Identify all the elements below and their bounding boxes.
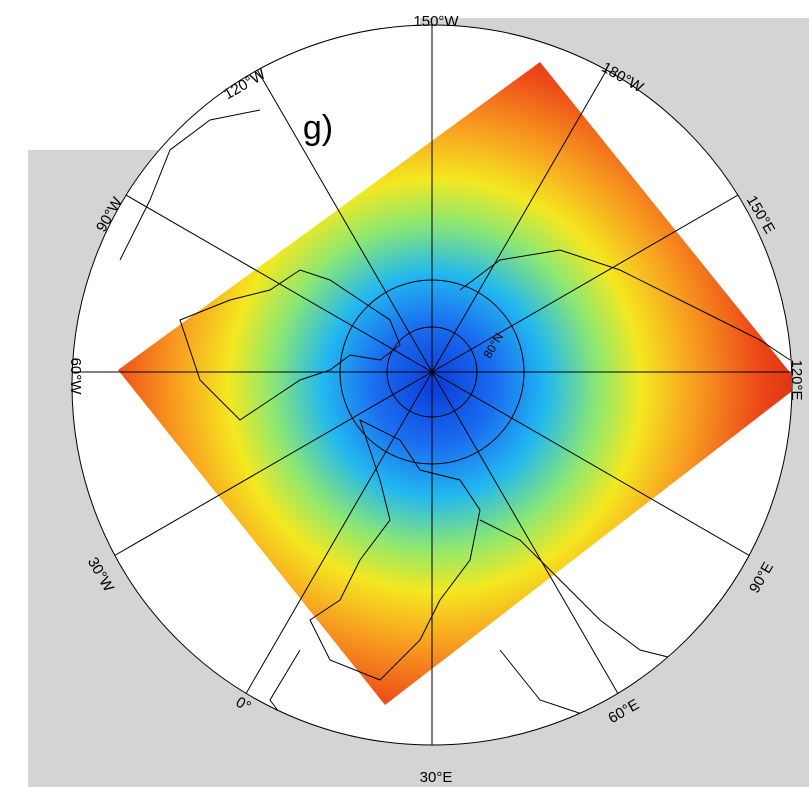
longitude-label: 150°W <box>413 13 459 30</box>
page: g) 150°W120°W180°W90°W150°E60°W120°E30°W… <box>0 0 809 787</box>
longitude-label: 120°E <box>788 359 805 400</box>
polar-map: g) 150°W120°W180°W90°W150°E60°W120°E30°W… <box>0 0 809 787</box>
panel-label: g) <box>303 109 333 147</box>
longitude-label: 60°W <box>67 358 84 396</box>
longitude-label: 30°E <box>420 769 453 786</box>
background-blank <box>0 0 28 787</box>
